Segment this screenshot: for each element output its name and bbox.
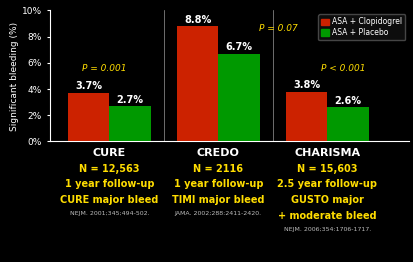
Text: 3.8%: 3.8% xyxy=(293,80,320,90)
Bar xyxy=(286,92,327,141)
Bar xyxy=(68,93,109,141)
Text: 2.6%: 2.6% xyxy=(335,96,361,106)
Text: NEJM. 2006;354:1706-1717.: NEJM. 2006;354:1706-1717. xyxy=(284,227,371,232)
Bar xyxy=(109,106,151,141)
Text: N = 12,563: N = 12,563 xyxy=(79,164,140,174)
Text: 3.7%: 3.7% xyxy=(75,81,102,91)
Text: JAMA. 2002;288:2411-2420.: JAMA. 2002;288:2411-2420. xyxy=(175,211,262,216)
Text: P = 0.001: P = 0.001 xyxy=(82,64,126,73)
Legend: ASA + Clopidogrel, ASA + Placebo: ASA + Clopidogrel, ASA + Placebo xyxy=(318,14,405,40)
Text: 8.8%: 8.8% xyxy=(184,15,211,25)
Text: CREDO: CREDO xyxy=(197,148,240,158)
Y-axis label: Significant bleeding (%): Significant bleeding (%) xyxy=(10,21,19,130)
Text: + moderate bleed: + moderate bleed xyxy=(278,211,377,221)
Text: 6.7%: 6.7% xyxy=(225,42,252,52)
Bar xyxy=(218,54,260,141)
Text: 1 year follow-up: 1 year follow-up xyxy=(173,179,263,189)
Text: 1 year follow-up: 1 year follow-up xyxy=(65,179,154,189)
Text: N = 2116: N = 2116 xyxy=(193,164,243,174)
Text: N = 15,603: N = 15,603 xyxy=(297,164,358,174)
Text: 2.7%: 2.7% xyxy=(116,95,144,105)
Text: CHARISMA: CHARISMA xyxy=(294,148,360,158)
Text: TIMI major bleed: TIMI major bleed xyxy=(172,195,265,205)
Text: CURE: CURE xyxy=(93,148,126,158)
Text: P = 0.07: P = 0.07 xyxy=(259,24,298,33)
Bar xyxy=(177,26,218,141)
Bar xyxy=(327,107,368,141)
Text: NEJM. 2001;345;494-502.: NEJM. 2001;345;494-502. xyxy=(70,211,149,216)
Text: P < 0.001: P < 0.001 xyxy=(321,64,366,73)
Text: 2.5 year follow-up: 2.5 year follow-up xyxy=(277,179,377,189)
Text: CURE major bleed: CURE major bleed xyxy=(60,195,159,205)
Text: GUSTO major: GUSTO major xyxy=(291,195,363,205)
